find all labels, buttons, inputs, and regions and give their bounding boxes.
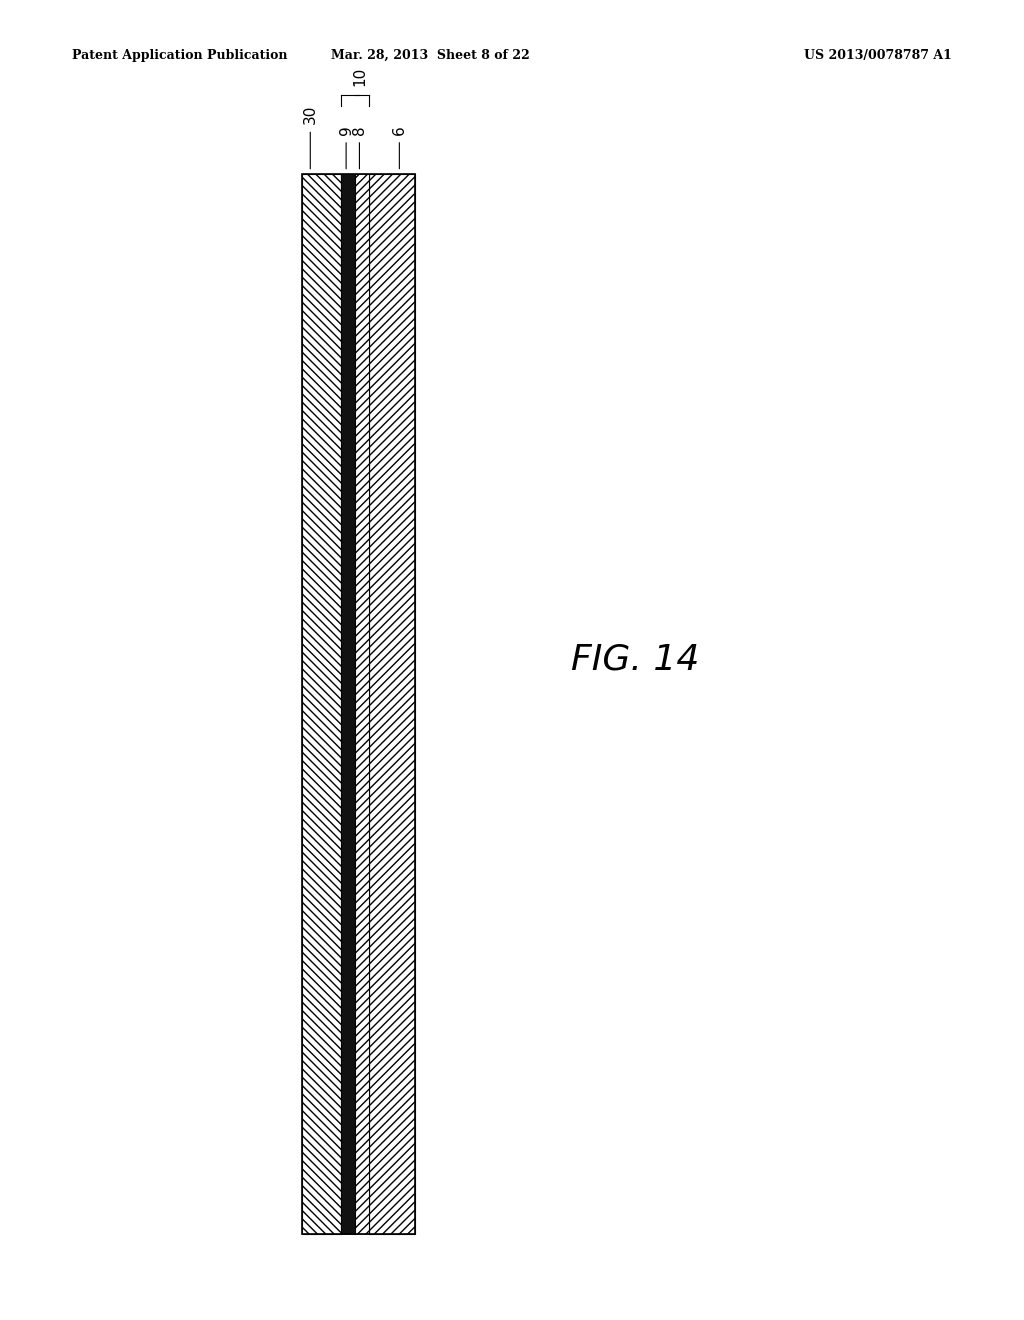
- Text: 6: 6: [392, 125, 407, 135]
- Text: FIG. 14: FIG. 14: [570, 643, 699, 677]
- Bar: [341, 174, 355, 1234]
- Bar: [369, 174, 415, 1234]
- Text: 10: 10: [352, 66, 367, 86]
- Text: US 2013/0078787 A1: US 2013/0078787 A1: [805, 49, 952, 62]
- Text: Patent Application Publication: Patent Application Publication: [72, 49, 287, 62]
- Text: 30: 30: [303, 104, 317, 124]
- Bar: [302, 174, 341, 1234]
- Text: 9: 9: [339, 125, 353, 135]
- Bar: [355, 174, 369, 1234]
- Text: Mar. 28, 2013  Sheet 8 of 22: Mar. 28, 2013 Sheet 8 of 22: [331, 49, 529, 62]
- Text: 8: 8: [352, 125, 367, 135]
- Bar: [302, 174, 415, 1234]
